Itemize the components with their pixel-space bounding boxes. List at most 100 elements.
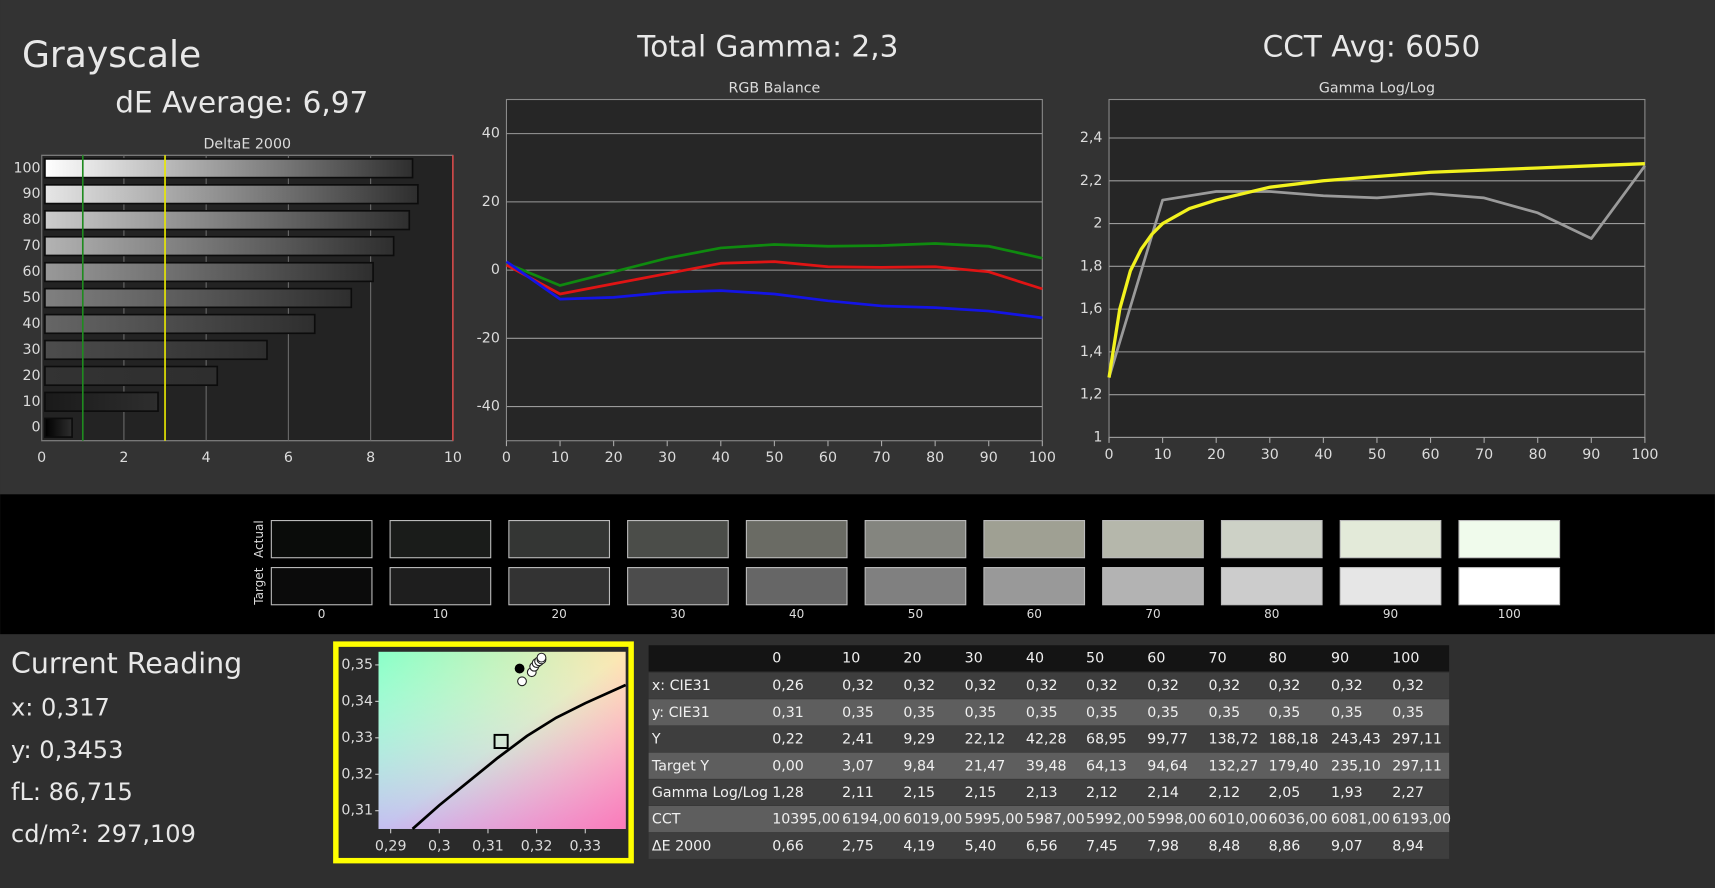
reading-line: cd/m²: 297,109 [11,820,196,848]
x-tick-label: 0,3 [428,838,451,854]
x-tick-label: 0 [37,450,46,466]
cct-average: CCT Avg: 6050 [1263,30,1481,64]
total-gamma: Total Gamma: 2,3 [636,30,898,64]
x-tick-label: 80 [926,450,944,466]
table-cell: ΔE 2000 [652,838,711,854]
bar [44,417,73,438]
category-label: 20 [23,368,41,384]
table-header-bg [648,645,1450,672]
table-cell: 0,31 [772,705,804,721]
table-cell: 7,45 [1086,838,1118,854]
actual-swatch [864,520,967,559]
series-line [505,260,1043,296]
table-cell: 8,94 [1392,838,1424,854]
page-title: Grayscale [22,34,201,76]
table-header-cell: 50 [1086,650,1104,666]
target-swatch [864,567,967,606]
table-cell: 297,11 [1392,732,1442,748]
actual-swatch [1102,520,1204,559]
y-tick-label: 0,33 [341,730,373,746]
y-tick-label: 2 [1093,216,1102,232]
table-cell: 188,18 [1269,732,1319,748]
reading-line: y: 0,3453 [11,736,123,764]
actual-swatch [270,520,373,559]
table-cell: 235,10 [1331,758,1381,774]
table-cell: 0,32 [1209,678,1241,694]
table-cell: 2,13 [1026,785,1058,801]
table-cell: 39,48 [1026,758,1067,774]
swatch-label: 90 [1383,607,1398,621]
table-cell: 0,32 [1147,678,1179,694]
y-tick-label: 0,35 [341,657,373,673]
table-cell: 99,77 [1147,732,1188,748]
table-cell: 6036,00 [1269,812,1328,828]
x-tick-label: 30 [1261,447,1279,463]
table-cell: Y [651,732,661,748]
target-swatch [1102,567,1204,606]
table-cell: 0,32 [1269,678,1301,694]
bar [44,339,268,361]
table-cell: 0,22 [772,732,804,748]
table-cell: 0,32 [1331,678,1363,694]
table-cell: 0,35 [1209,705,1241,721]
y-tick-label: 2,4 [1080,130,1103,146]
table-cell: 64,13 [1086,758,1127,774]
actual-swatch [983,520,1086,559]
table-cell: 5995,00 [965,812,1024,828]
table-header-cell: 40 [1026,650,1044,666]
target-point [493,733,509,750]
chart-title: RGB Balance [728,81,820,97]
swatch-label: 50 [908,607,923,621]
table-row-bg [648,805,1450,833]
table-header-cell: 0 [772,650,781,666]
table-cell: 6010,00 [1209,812,1268,828]
table-cell: 2,15 [903,785,935,801]
x-tick-label: 90 [980,450,998,466]
target-swatch [627,567,729,606]
table-cell: 297,11 [1392,758,1442,774]
table-cell: 2,12 [1086,785,1118,801]
swatch-label: 70 [1145,607,1160,621]
y-tick-label: 1,2 [1080,387,1103,403]
x-tick-label: 40 [712,450,730,466]
y-tick-label: 1,6 [1080,301,1103,317]
reading-title: Current Reading [11,647,242,680]
target-swatch [1458,567,1561,606]
table-row-bg [648,725,1450,753]
table-cell: 0,66 [772,838,804,854]
table-cell: 0,00 [772,758,804,774]
y-tick-label: 1,8 [1080,258,1103,274]
x-tick-label: 4 [202,450,211,466]
table-cell: 0,35 [1392,705,1424,721]
x-tick-label: 40 [1314,447,1332,463]
table-cell: 1,93 [1331,785,1363,801]
y-tick-label: 40 [482,126,500,142]
de-average: dE Average: 6,97 [115,85,368,119]
plot-area [1108,98,1646,438]
table-cell: 2,11 [842,785,874,801]
table-row-bg [648,832,1450,859]
table-cell: 0,32 [965,678,997,694]
table-cell: 8,86 [1269,838,1301,854]
bar [44,235,395,257]
table-header-cell: 10 [842,650,860,666]
table-header-cell: 70 [1209,650,1227,666]
table-cell: 179,40 [1269,758,1319,774]
table-cell: 6,56 [1026,838,1058,854]
target-swatch [745,567,848,606]
swatch-label: 40 [789,607,804,621]
table-cell: 6194,00 [842,812,901,828]
x-tick-label: 60 [819,450,837,466]
x-tick-label: 10 [444,450,462,466]
target-swatch [1220,567,1323,606]
table-cell: 0,26 [772,678,804,694]
table-header-cell: 80 [1269,650,1287,666]
table-cell: 5998,00 [1147,812,1206,828]
bar [44,287,353,309]
bar [44,313,316,335]
current-point [514,663,525,674]
swatch-label: 0 [318,607,326,621]
category-label: 60 [23,264,41,280]
measured-point [536,652,547,663]
